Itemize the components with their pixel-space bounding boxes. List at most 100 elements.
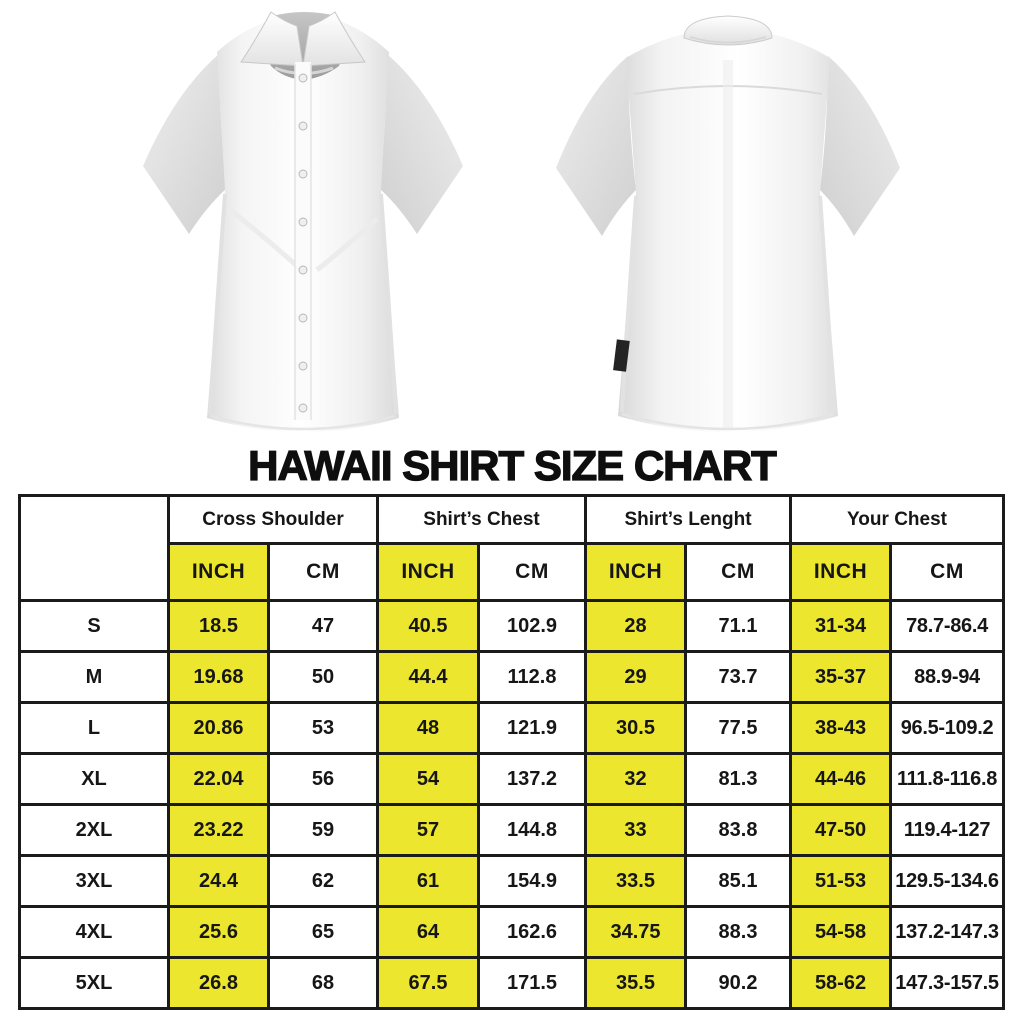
inch-value-cell: 51-53 <box>789 854 893 908</box>
inch-value-cell: 25.6 <box>167 905 270 959</box>
cm-value-cell: 85.1 <box>684 854 793 908</box>
table-row: XL 22.04 56 54 137.2 32 81.3 44-46 111.8-116.8 <box>18 752 1006 806</box>
cm-value-cell: 96.5-109.2 <box>889 701 1006 755</box>
cm-value-cell: 137.2 <box>477 752 588 806</box>
size-label: L <box>18 701 170 755</box>
size-column-header <box>18 494 170 602</box>
page-title: HAWAII SHIRT SIZE CHART <box>248 442 778 489</box>
cm-value-cell: 53 <box>266 701 380 755</box>
unit-header-cm: CM <box>684 542 793 602</box>
inch-value-cell: 58-62 <box>789 956 893 1010</box>
size-label: S <box>18 599 170 653</box>
cm-value-cell: 88.9-94 <box>889 650 1006 704</box>
size-label: 5XL <box>18 956 170 1010</box>
cm-value-cell: 83.8 <box>684 803 793 857</box>
unit-header-inch: INCH <box>167 542 270 602</box>
unit-header-inch: INCH <box>376 542 481 602</box>
cm-value-cell: 78.7-86.4 <box>889 599 1006 653</box>
cm-value-cell: 73.7 <box>684 650 793 704</box>
cm-value-cell: 59 <box>266 803 380 857</box>
group-header-shirts-lenght: Shirt’s Lenght <box>584 494 793 545</box>
table-row: 4XL 25.6 65 64 162.6 34.75 88.3 54-58 137.2-147.… <box>18 905 1006 959</box>
group-header-shirts-chest: Shirt’s Chest <box>376 494 588 545</box>
inch-value-cell: 24.4 <box>167 854 270 908</box>
size-label: XL <box>18 752 170 806</box>
inch-value-cell: 19.68 <box>167 650 270 704</box>
front-left-sleeve <box>143 54 227 234</box>
unit-header-cm: CM <box>889 542 1006 602</box>
inch-value-cell: 23.22 <box>167 803 270 857</box>
front-buttons <box>298 73 308 413</box>
size-label: 4XL <box>18 905 170 959</box>
cm-value-cell: 88.3 <box>684 905 793 959</box>
size-label: M <box>18 650 170 704</box>
cm-value-cell: 121.9 <box>477 701 588 755</box>
cm-value-cell: 71.1 <box>684 599 793 653</box>
inch-value-cell: 26.8 <box>167 956 270 1010</box>
inch-value-cell: 61 <box>376 854 481 908</box>
unit-header-cm: CM <box>477 542 588 602</box>
inch-value-cell: 67.5 <box>376 956 481 1010</box>
inch-value-cell: 57 <box>376 803 481 857</box>
cm-value-cell: 137.2-147.3 <box>889 905 1006 959</box>
size-table-body: S 18.5 47 40.5 102.9 28 71.1 31-34 78.7-86.4 M 19.… <box>18 599 1006 1010</box>
unit-header-row: INCH CM INCH CM INCH CM INCH CM <box>20 542 1006 602</box>
inch-value-cell: 28 <box>584 599 688 653</box>
inch-value-cell: 30.5 <box>584 701 688 755</box>
inch-value-cell: 64 <box>376 905 481 959</box>
group-header-row: Cross Shoulder Shirt’s Chest Shirt’s Len… <box>18 494 1006 602</box>
inch-value-cell: 18.5 <box>167 599 270 653</box>
cm-value-cell: 90.2 <box>684 956 793 1010</box>
inch-value-cell: 33.5 <box>584 854 688 908</box>
inch-value-cell: 47-50 <box>789 803 893 857</box>
back-right-sleeve <box>820 56 900 236</box>
front-placket <box>294 62 312 420</box>
size-label: 3XL <box>18 854 170 908</box>
inch-value-cell: 44-46 <box>789 752 893 806</box>
cm-value-cell: 56 <box>266 752 380 806</box>
cm-value-cell: 81.3 <box>684 752 793 806</box>
back-collar-band <box>683 15 773 46</box>
inch-value-cell: 54-58 <box>789 905 893 959</box>
inch-value-cell: 40.5 <box>376 599 481 653</box>
shirt-front-image <box>143 11 463 432</box>
inch-value-cell: 35.5 <box>584 956 688 1010</box>
cm-value-cell: 147.3-157.5 <box>889 956 1006 1010</box>
cm-value-cell: 47 <box>266 599 380 653</box>
inch-value-cell: 20.86 <box>167 701 270 755</box>
inch-value-cell: 33 <box>584 803 688 857</box>
inch-value-cell: 48 <box>376 701 481 755</box>
shirt-back-image <box>556 15 900 432</box>
size-label: 2XL <box>18 803 170 857</box>
back-body <box>618 34 838 432</box>
size-chart-table: Cross Shoulder Shirt’s Chest Shirt’s Len… <box>18 494 1006 1010</box>
table-row: L 20.86 53 48 121.9 30.5 77.5 38-43 96.5-109.2 <box>18 701 1006 755</box>
inch-value-cell: 54 <box>376 752 481 806</box>
inch-value-cell: 32 <box>584 752 688 806</box>
table-row: 3XL 24.4 62 61 154.9 33.5 85.1 51-53 129.5-134.6 <box>18 854 1006 908</box>
inch-value-cell: 22.04 <box>167 752 270 806</box>
cm-value-cell: 154.9 <box>477 854 588 908</box>
inch-value-cell: 34.75 <box>584 905 688 959</box>
cm-value-cell: 62 <box>266 854 380 908</box>
unit-header-inch: INCH <box>789 542 893 602</box>
cm-value-cell: 111.8-116.8 <box>889 752 1006 806</box>
inch-value-cell: 35-37 <box>789 650 893 704</box>
inch-value-cell: 29 <box>584 650 688 704</box>
cm-value-cell: 129.5-134.6 <box>889 854 1006 908</box>
cm-value-cell: 102.9 <box>477 599 588 653</box>
cm-value-cell: 68 <box>266 956 380 1010</box>
back-left-sleeve <box>556 56 636 236</box>
back-side-tag <box>613 339 630 372</box>
cm-value-cell: 144.8 <box>477 803 588 857</box>
unit-header-cm: CM <box>266 542 380 602</box>
cm-value-cell: 77.5 <box>684 701 793 755</box>
table-row: 5XL 26.8 68 67.5 171.5 35.5 90.2 58-62 147.3-157… <box>18 956 1006 1010</box>
inch-value-cell: 44.4 <box>376 650 481 704</box>
cm-value-cell: 112.8 <box>477 650 588 704</box>
cm-value-cell: 119.4-127 <box>889 803 1006 857</box>
cm-value-cell: 171.5 <box>477 956 588 1010</box>
table-row: M 19.68 50 44.4 112.8 29 73.7 35-37 88.9-94 <box>18 650 1006 704</box>
table-row: 2XL 23.22 59 57 144.8 33 83.8 47-50 119.4-127 <box>18 803 1006 857</box>
cm-value-cell: 50 <box>266 650 380 704</box>
